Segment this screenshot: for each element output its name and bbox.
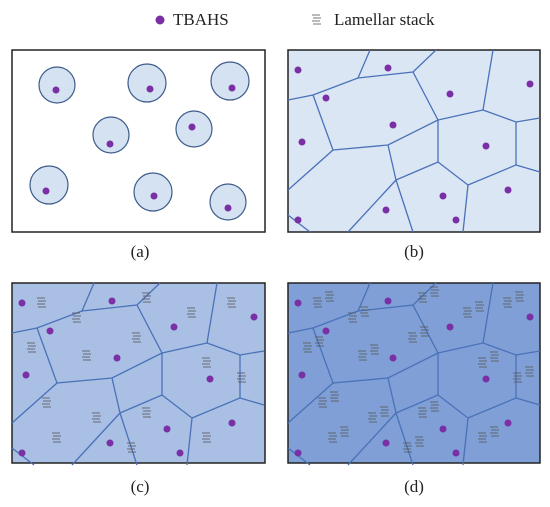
panel-label: (b) [404,242,424,261]
panel-a [11,49,266,233]
panel-label: (a) [131,242,150,261]
panel-label: (d) [404,477,424,496]
legend-dot [155,15,165,25]
legend-label: Lamellar stack [334,10,435,29]
legend-lamellar [311,14,322,25]
panel-b [287,49,541,233]
legend-label: TBAHS [173,10,229,29]
legend: TBAHS Lamellar stack [155,10,435,29]
panel-d [287,282,541,466]
panel-label: (c) [131,477,150,496]
panel-c [11,282,266,466]
